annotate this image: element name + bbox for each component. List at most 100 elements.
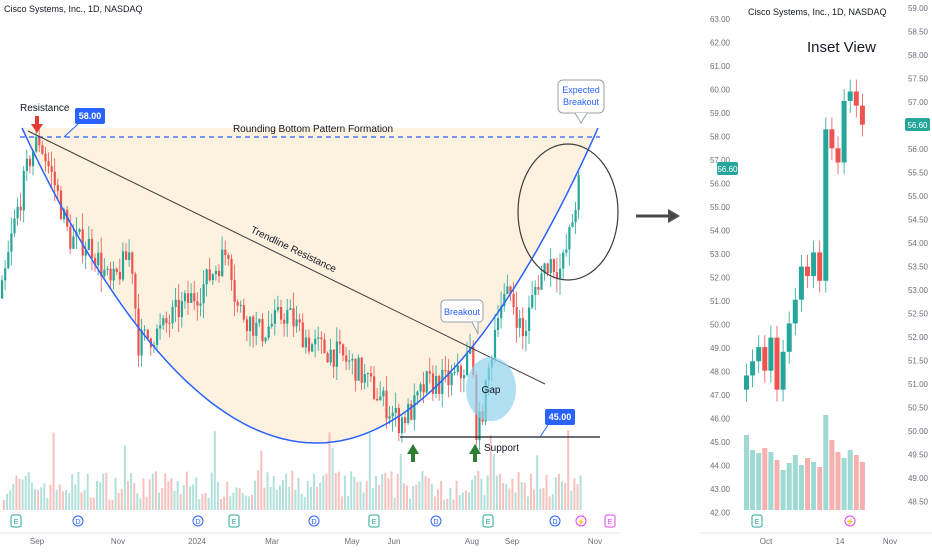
inset-left-axis-label: 42.00 [710,509,731,518]
inset-chart-svg[interactable]: Cisco Systems, Inc., 1D, NASDAQ Inset Vi… [700,0,932,550]
candle-body [419,384,422,392]
volume-bar [40,487,43,510]
volume-bar [99,482,102,510]
volume-bar [520,481,523,510]
candle-body [444,369,447,371]
dividend-badge [430,515,442,527]
volume-bar [136,493,139,510]
volume-bar [390,471,393,510]
volume-bar [158,492,160,510]
candle-body [230,258,233,281]
candle-body [534,286,537,296]
time-axis-label: 2024 [188,537,206,546]
volume-bar [402,483,405,510]
volume-bar [533,489,536,510]
inset-candle-body [853,91,859,106]
breakout-callout-tail [471,321,479,335]
focus-circle [517,143,619,281]
event-badge-text: D [75,519,80,526]
volume-bar [201,493,204,510]
volume-bar [83,490,86,510]
volume-bar [71,474,74,510]
candle-body [326,353,329,363]
volume-bar [148,479,151,510]
volume-bar [319,482,322,510]
candle-body [109,268,112,281]
volume-bar [263,487,266,510]
inset-volume-bar [823,415,829,510]
candle-body [376,398,379,401]
candle-body [171,306,174,324]
volume-bar [269,486,272,510]
volume-bar [421,471,424,510]
candle-body [453,372,456,374]
candle-body [106,268,109,270]
volume-bar [89,497,92,510]
volume-bar [384,472,387,510]
candle-body [509,286,512,294]
volume-bar [564,482,567,510]
volume-bar [170,478,173,510]
candle-body [47,161,50,167]
volume-bar [446,498,449,510]
volume-bar [359,481,362,510]
event-badge-text: ⚡ [577,517,586,526]
candle-body [531,295,534,308]
time-axis-label: Nov [111,537,125,546]
inset-volume-bar [817,467,823,510]
candle-body [472,346,475,376]
candle-body [571,222,574,228]
inset-left-axis-label: 58.00 [710,133,731,142]
candle-body [190,293,193,303]
candle-body [577,175,580,210]
volume-bar [272,475,275,510]
volume-bar [133,483,136,510]
inset-candle-body [823,129,829,281]
inset-right-axis-label: 49.50 [908,451,929,460]
inset-time-axis-label: 14 [836,537,845,546]
candle-body [428,371,431,374]
candle-body [413,395,416,420]
volume-bar [130,472,133,510]
main-chart-svg[interactable]: Cisco Systems, Inc., 1D, NASDAQ Rounding… [0,0,620,550]
event-badge-text: E [14,519,19,526]
candle-body [462,375,466,379]
inset-candle-body [780,351,786,390]
breakout-label: Breakout [444,307,481,317]
candle-body [565,249,568,253]
inset-volume-bar [744,435,749,510]
candle-body [94,258,97,266]
main-chart-panel[interactable]: Cisco Systems, Inc., 1D, NASDAQ Rounding… [0,0,620,550]
time-axis-label: Sep [30,537,45,546]
candle-body [78,229,81,232]
volume-bar [449,487,452,510]
candle-body [56,185,59,191]
volume-bar [309,486,312,510]
candle-body [438,376,441,394]
volume-bar [151,473,154,510]
volume-bar [396,473,399,510]
pointer-arrow-icon [636,206,686,231]
candle-body [422,384,425,393]
inset-volume-bar [847,450,853,510]
candle-body [143,329,146,331]
volume-bar [514,492,517,510]
candle-body [81,229,84,256]
volume-bar [502,483,505,510]
inset-chart-panel[interactable]: Cisco Systems, Inc., 1D, NASDAQ Inset Vi… [700,0,932,550]
volume-bar [127,480,129,510]
volume-bar [539,488,542,510]
inset-candle-body [811,252,817,277]
volume-bar [511,478,514,510]
dividend-badge [192,515,204,527]
candle-body [255,322,258,336]
inset-volume-bar [798,465,804,510]
candle-body [314,338,317,345]
volume-bar [37,490,40,510]
candle-body [348,360,351,362]
volume-bar [229,495,232,510]
candle-body [425,371,428,393]
volume-bar [235,487,238,510]
candle-body [559,268,562,280]
candle-body [450,372,453,386]
